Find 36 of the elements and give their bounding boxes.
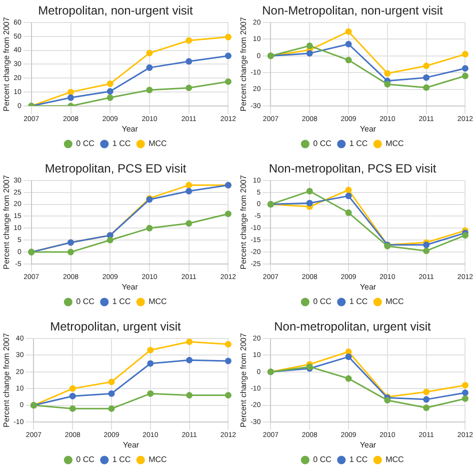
x-axis-title: Year xyxy=(122,440,140,450)
legend-label: 1 CC xyxy=(112,297,131,306)
legend-label: MCC xyxy=(148,139,168,148)
y-axis-title: Percent change from 2007 xyxy=(239,332,248,428)
x-axis-title: Year xyxy=(360,124,376,134)
legend-label: MCC xyxy=(148,297,168,306)
y-axis-title: Percent change from 2007 xyxy=(239,174,248,270)
chart-title: Metropolitan, PCS ED visit xyxy=(44,162,187,176)
legend-label: 0 CC xyxy=(313,139,332,148)
legend-label: MCC xyxy=(386,297,404,306)
legend-label: 1 CC xyxy=(349,139,368,148)
y-axis-title: Percent change from 2007 xyxy=(2,332,12,428)
legend-label: MCC xyxy=(386,455,404,464)
y-axis-title: Percent change from 2007 xyxy=(2,174,12,270)
legend-label: 1 CC xyxy=(112,455,131,464)
x-axis-title: Year xyxy=(122,282,138,292)
y-axis-title: Percent change from 2007 xyxy=(239,16,248,112)
chart-title: Non-metropolitan, PCS ED visit xyxy=(268,162,437,176)
chart-title: Non-metropolitan, urgent visit xyxy=(274,320,432,334)
x-axis-title: Year xyxy=(122,124,138,134)
legend-label: 1 CC xyxy=(349,455,368,464)
legend-label: MCC xyxy=(386,139,404,148)
legend-label: 0 CC xyxy=(76,455,95,464)
legend-label: 0 CC xyxy=(313,455,332,464)
legend-label: MCC xyxy=(148,455,168,464)
legend-label: 0 CC xyxy=(76,139,95,148)
chart-title: Non-Metropolitan, non-urgent visit xyxy=(262,4,444,18)
legend-label: 0 CC xyxy=(313,297,332,306)
x-axis-title: Year xyxy=(360,282,376,292)
chart-title: Metropolitan, urgent visit xyxy=(50,320,182,334)
legend-label: 1 CC xyxy=(112,139,131,148)
chart-title: Metropolitan, non-urgent visit xyxy=(38,4,194,18)
y-axis-title: Percent change from 2007 xyxy=(2,16,12,112)
legend-label: 0 CC xyxy=(76,297,95,306)
x-axis-title: Year xyxy=(360,440,376,450)
legend-label: 1 CC xyxy=(349,297,368,306)
